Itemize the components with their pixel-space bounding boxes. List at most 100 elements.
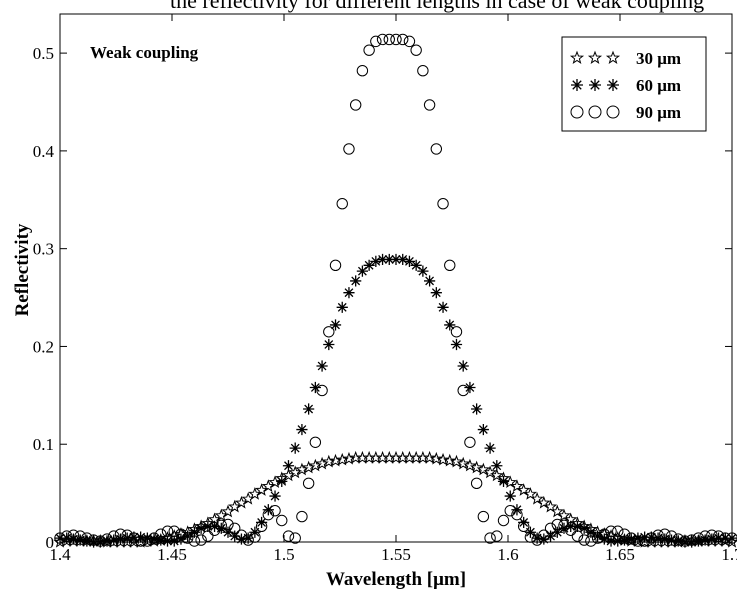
data-point (543, 499, 558, 513)
data-point (242, 534, 254, 546)
data-point (87, 534, 100, 546)
data-point (255, 520, 268, 533)
data-point (638, 535, 651, 547)
data-point (632, 535, 644, 547)
data-point (101, 535, 113, 547)
legend-marker (587, 50, 603, 65)
data-point (336, 301, 348, 313)
data-point (182, 530, 194, 542)
data-point (329, 319, 342, 331)
data-point (625, 533, 637, 545)
data-point (497, 514, 510, 527)
data-point (202, 530, 214, 542)
data-point (135, 531, 147, 543)
data-point (269, 505, 281, 517)
x-tick-label: 1.6 (497, 545, 518, 564)
data-point (356, 265, 368, 277)
data-point (618, 534, 631, 546)
data-point (363, 44, 375, 56)
data-point (108, 530, 120, 542)
data-point (383, 253, 395, 266)
data-point (74, 534, 86, 546)
data-point (726, 532, 737, 544)
data-point (679, 535, 691, 547)
data-point (550, 504, 564, 518)
data-point (128, 531, 140, 543)
data-point (585, 535, 597, 547)
data-point (652, 532, 664, 544)
data-point (397, 33, 409, 46)
data-point (309, 436, 322, 448)
data-point (161, 525, 174, 537)
data-point (504, 505, 516, 517)
data-point (54, 532, 66, 544)
data-point (256, 516, 268, 529)
data-point (54, 532, 66, 544)
data-point (706, 533, 718, 545)
data-point (645, 532, 658, 544)
data-point (356, 65, 369, 77)
data-point (323, 326, 335, 338)
series-1 (53, 450, 737, 548)
legend-entry: 30 μm (569, 49, 681, 68)
data-point (516, 483, 531, 496)
data-point (114, 528, 127, 540)
legend-marker (606, 105, 620, 119)
x-tick-label: 1.4 (49, 545, 71, 564)
data-point (81, 535, 93, 547)
data-point (202, 520, 214, 532)
data-point (605, 525, 617, 537)
data-point (148, 532, 160, 544)
data-point (443, 453, 457, 467)
data-point (471, 403, 483, 415)
data-point (88, 536, 100, 548)
data-point (370, 35, 382, 48)
data-point (262, 508, 275, 521)
data-point (557, 508, 571, 522)
data-point (390, 33, 402, 46)
data-point (235, 533, 248, 545)
data-point (632, 532, 644, 544)
series-2 (54, 253, 737, 548)
y-tick-label: 0.3 (33, 240, 54, 259)
data-point (222, 526, 234, 538)
data-point (430, 143, 443, 155)
data-point (612, 535, 624, 547)
legend-box (561, 36, 707, 132)
data-point (457, 384, 469, 397)
data-point (523, 487, 538, 500)
data-point (134, 535, 147, 547)
data-point (302, 477, 315, 490)
data-point (463, 458, 477, 472)
data-point (483, 465, 497, 479)
data-point (450, 338, 463, 351)
data-point (67, 529, 80, 541)
x-axis-label: Wavelength [μm] (326, 569, 466, 590)
data-point (585, 526, 597, 538)
data-point (363, 259, 375, 271)
top-caption: the reflectivity for different lengths i… (170, 0, 704, 13)
data-point (309, 381, 321, 394)
data-point (719, 532, 731, 544)
data-point (67, 533, 80, 545)
data-point (565, 520, 577, 532)
data-point (215, 522, 227, 534)
data-point (269, 490, 281, 502)
data-point (316, 360, 328, 372)
data-point (484, 532, 496, 544)
data-point (429, 451, 444, 465)
data-point (578, 522, 590, 534)
data-point (652, 529, 664, 541)
data-point (503, 475, 517, 489)
legend-marker (607, 79, 619, 91)
data-point (530, 491, 544, 505)
data-point (289, 442, 301, 454)
data-point (403, 35, 416, 48)
x-tick-label: 1.7 (721, 545, 737, 564)
data-point (436, 452, 450, 466)
data-point (639, 531, 651, 543)
data-point (571, 520, 584, 532)
data-point (518, 516, 530, 529)
data-point (659, 528, 671, 540)
